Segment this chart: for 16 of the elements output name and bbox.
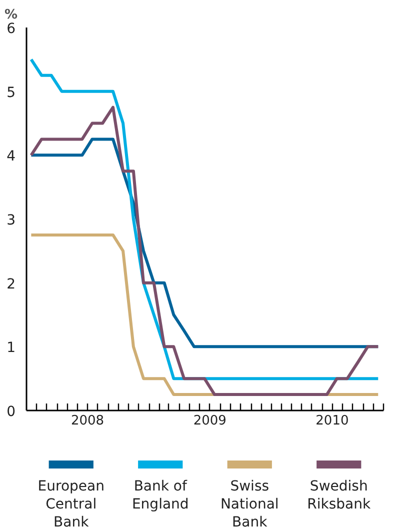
y-tick-label: 4 [6, 148, 16, 165]
y-tick-label: 0 [6, 404, 16, 420]
y-tick-label: 1 [6, 340, 16, 356]
line-series [30, 106, 380, 396]
y-tick-label: 6 [6, 21, 16, 37]
legend-label: European Central Bank [38, 478, 104, 530]
x-tick-label: 2010 [316, 414, 349, 428]
y-axis-title: % [4, 8, 18, 22]
legend-label: Swiss National Bank [220, 478, 279, 530]
x-tick-label: 2009 [193, 414, 226, 428]
legend-label: Bank of England [132, 478, 189, 512]
y-tick-label: 5 [6, 84, 16, 101]
y-tick-label: 2 [6, 276, 16, 292]
x-tick-label: 2008 [70, 414, 104, 428]
y-tick-label: 3 [6, 212, 16, 228]
legend-label: Swedish Riksbank [307, 478, 372, 512]
